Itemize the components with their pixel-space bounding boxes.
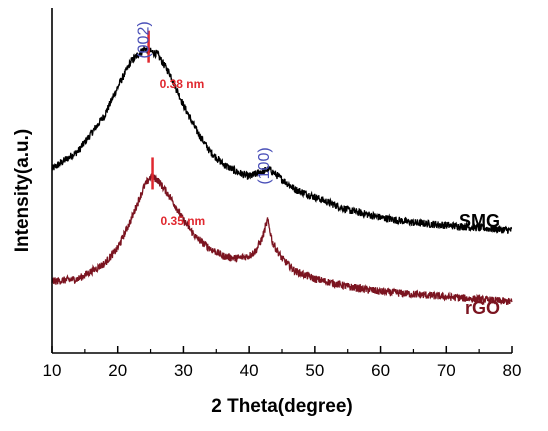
x-tick-label: 20 xyxy=(108,361,127,380)
x-tick-label: 80 xyxy=(503,361,522,380)
peak-index-100: (100) xyxy=(256,147,273,184)
d-spacing-label-smg: 0.38 nm xyxy=(160,77,205,91)
x-tick-label: 10 xyxy=(43,361,62,380)
x-tick-label: 60 xyxy=(371,361,390,380)
x-axis-title: 2 Theta(degree) xyxy=(211,396,352,417)
peak-index-002: (002) xyxy=(136,21,153,58)
x-tick-label: 40 xyxy=(240,361,259,380)
x-tick-label: 70 xyxy=(437,361,456,380)
x-tick-label: 30 xyxy=(174,361,193,380)
x-tick-label: 50 xyxy=(305,361,324,380)
d-spacing-label-rgo: 0.35 nm xyxy=(161,214,206,228)
series-label-smg: SMG xyxy=(459,211,500,231)
y-axis-title: Intensity(a.u.) xyxy=(12,129,33,253)
series-label-rgo: rGO xyxy=(465,298,500,318)
series-line-rgo xyxy=(51,173,513,306)
series-line-smg xyxy=(51,46,513,234)
x-axis-ticks: 10 20 30 40 50 60 70 80 xyxy=(43,346,522,380)
